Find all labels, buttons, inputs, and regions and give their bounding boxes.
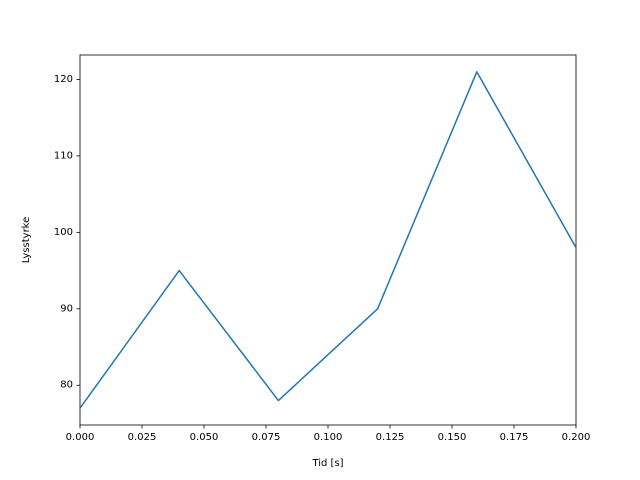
data-series-line [79,71,577,409]
y-tick-label: 110 [54,150,73,161]
axes-background [80,55,576,425]
y-tick-label: 80 [60,380,73,391]
x-tick-label: 0.175 [500,432,529,443]
x-tick-label: 0.075 [252,432,281,443]
x-tick-label: 0.025 [128,432,157,443]
x-tick-label: 0.100 [314,432,343,443]
x-axis-ticks [79,425,577,429]
x-axis-tick-labels: 0.000 0.025 0.050 0.075 0.100 0.125 0.150 0.175… [66,432,591,443]
y-axis-label: Lysstyrke [21,217,32,264]
y-tick-label: 120 [54,74,73,85]
x-tick-label: 0.000 [66,432,95,443]
y-axis-tick-labels: 80 90 100 110 120 [54,74,73,391]
x-tick-label: 0.150 [438,432,467,443]
x-tick-label: 0.050 [190,432,219,443]
x-tick-label: 0.200 [562,432,591,443]
x-tick-label: 0.125 [376,432,405,443]
y-tick-label: 100 [54,227,73,238]
x-axis-label: Tid [s] [311,458,343,469]
y-tick-label: 90 [60,303,73,314]
y-axis-ticks [76,79,80,386]
